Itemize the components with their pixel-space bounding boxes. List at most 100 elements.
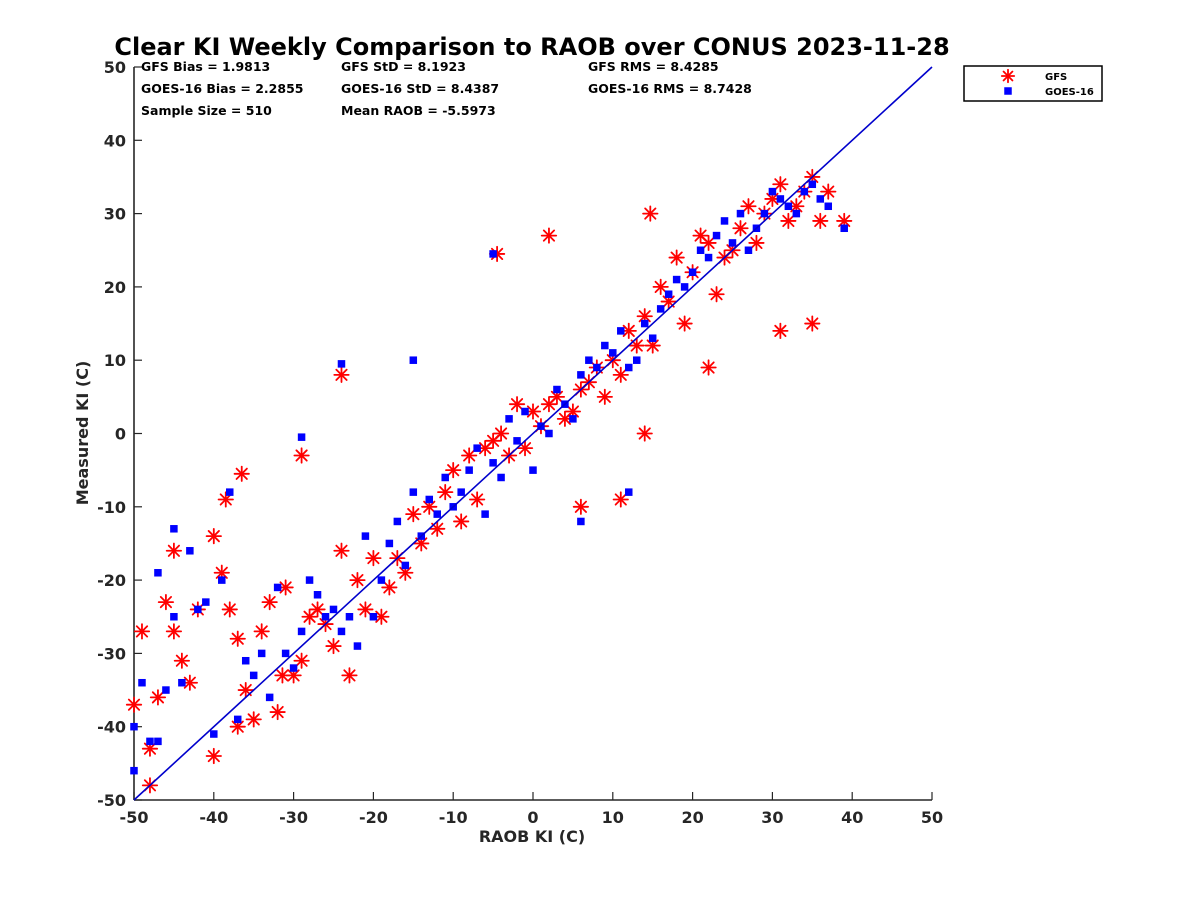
goes16-point (808, 180, 817, 189)
gfs-point (233, 465, 250, 482)
gfs-point-stroke (279, 581, 292, 594)
gfs-point-stroke (151, 691, 165, 704)
y-tick-label: 0 (115, 425, 126, 444)
goes16-point (577, 517, 585, 526)
gfs-point (293, 652, 310, 669)
goes16-point (233, 715, 242, 724)
stat-text: GOES-16 StD = 8.4387 (341, 81, 499, 96)
x-tick-label: 0 (527, 808, 538, 827)
goes16-point (569, 415, 577, 423)
gfs-point (492, 425, 510, 442)
gfs-point (173, 652, 190, 669)
gfs-point (772, 176, 789, 193)
goes16-point (609, 349, 617, 357)
gfs-point-stroke (143, 742, 157, 755)
goes16-point (433, 510, 441, 518)
gfs-point (157, 593, 175, 611)
goes16-point (696, 246, 705, 254)
gfs-point (445, 462, 462, 479)
goes16-point (361, 532, 370, 540)
gfs-point (149, 689, 167, 706)
goes16-point (672, 275, 681, 284)
y-axis-label: Measured KI (C) (73, 361, 92, 506)
x-tick-label: -10 (439, 808, 468, 827)
gfs-point (748, 234, 765, 252)
gfs-point (548, 388, 566, 405)
goes16-point (409, 488, 418, 496)
gfs-point (125, 696, 143, 713)
gfs-point-stroke (638, 310, 651, 323)
y-tick-label: 10 (104, 351, 126, 370)
gfs-point (429, 520, 446, 537)
gfs-point (780, 212, 797, 230)
goes16-point (385, 539, 394, 548)
gfs-point (820, 183, 837, 200)
goes16-point (162, 686, 170, 694)
gfs-point (652, 278, 669, 296)
gfs-point-stroke (423, 500, 436, 513)
goes16-point (625, 363, 633, 372)
goes16-point (720, 217, 729, 225)
goes16-point (553, 385, 561, 394)
goes16-point (393, 517, 402, 526)
gfs-point-stroke (1002, 70, 1014, 82)
goes16-point (800, 187, 809, 196)
gfs-point-stroke (790, 200, 803, 213)
gfs-point-stroke (654, 280, 667, 293)
gfs-point (217, 491, 234, 508)
y-tick-label: 30 (104, 205, 126, 224)
gfs-point-stroke (447, 464, 460, 477)
stat-text: GFS Bias = 1.9813 (141, 59, 270, 74)
gfs-point (229, 718, 246, 735)
goes16-point (632, 356, 641, 364)
gfs-point-stroke (431, 522, 444, 535)
gfs-point (205, 747, 222, 765)
gfs-point (165, 623, 183, 640)
gfs-point (357, 601, 374, 618)
gfs-point (205, 528, 222, 545)
gfs-point-stroke (782, 214, 795, 228)
goes16-point (457, 488, 465, 496)
gfs-point-stroke (167, 625, 180, 638)
x-tick-label: 30 (761, 808, 783, 827)
chart-title: Clear KI Weekly Comparison to RAOB over … (114, 33, 949, 61)
goes16-point (529, 466, 537, 474)
goes16-point (329, 605, 338, 614)
gfs-point-stroke (510, 398, 524, 411)
gfs-point-stroke (494, 427, 508, 440)
goes16-point (513, 437, 521, 445)
gfs-point (596, 388, 613, 405)
x-tick-label: -50 (120, 808, 149, 827)
gfs-point-stroke (814, 214, 827, 228)
goes16-point (473, 444, 481, 452)
gfs-point-stroke (295, 654, 308, 667)
goes16-point (218, 576, 226, 584)
legend-label: GOES-16 (1045, 87, 1094, 98)
goes16-point (241, 656, 250, 665)
gfs-point (165, 542, 183, 559)
goes16-point (305, 576, 314, 584)
y-tick-label: 20 (104, 278, 126, 297)
gfs-point-stroke (167, 544, 180, 557)
goes16-point (776, 195, 785, 203)
goes16-point (617, 327, 625, 335)
gfs-point-stroke (646, 339, 659, 352)
gfs-point-stroke (644, 207, 657, 220)
stat-text: GFS StD = 8.1923 (341, 59, 466, 74)
gfs-point-stroke (383, 581, 396, 594)
y-tick-label: -40 (97, 718, 126, 737)
x-tick-label: -20 (359, 808, 388, 827)
goes16-point (441, 473, 449, 482)
gfs-point-stroke (463, 449, 476, 462)
goes16-point (321, 613, 330, 621)
gfs-point-stroke (774, 324, 787, 337)
gfs-point (732, 220, 749, 237)
gfs-point-stroke (335, 368, 348, 381)
gfs-point (772, 322, 789, 339)
gfs-point-stroke (235, 467, 248, 480)
gfs-point-stroke (231, 720, 244, 733)
gfs-point (453, 513, 470, 530)
stats-block: GFS Bias = 1.9813 GFS StD = 8.1923 GFS RMS… (141, 59, 752, 118)
goes16-point (601, 341, 609, 350)
